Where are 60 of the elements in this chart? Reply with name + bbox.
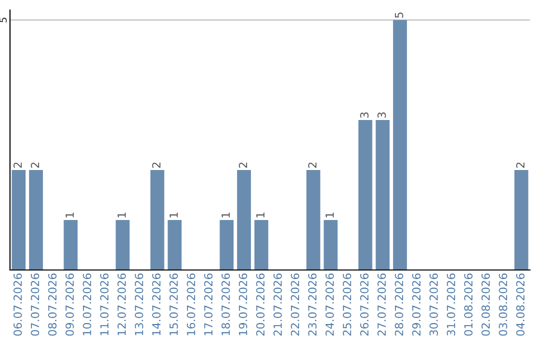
data-label: 1 (326, 212, 334, 218)
x-tick-label: 20.07.2026 (256, 273, 265, 336)
data-label: 5 (394, 12, 404, 18)
x-tick-label: 17.07.2026 (204, 273, 213, 336)
x-tick-label: 04.08.2026 (516, 273, 525, 336)
x-tick-label: 09.07.2026 (65, 273, 74, 336)
bar (306, 170, 320, 270)
bar (514, 170, 528, 270)
data-label: 1 (118, 212, 126, 218)
data-label: 3 (377, 112, 386, 118)
bar (168, 220, 182, 270)
x-tick-label: 29.07.2026 (412, 273, 421, 336)
x-tick-label: 26.07.2026 (360, 273, 369, 336)
bar (237, 170, 251, 270)
x-tick-label: 10.07.2026 (82, 273, 92, 336)
x-tick-label: 03.08.2026 (498, 273, 508, 336)
data-label: 1 (66, 212, 74, 218)
x-tick-label: 31.07.2026 (446, 273, 456, 336)
data-label: 1 (170, 212, 178, 218)
data-label: 2 (238, 162, 248, 168)
data-label: 2 (152, 162, 160, 168)
bar (220, 220, 234, 270)
bar (254, 220, 268, 270)
x-tick-label: 27.07.2026 (377, 273, 386, 336)
bar (116, 220, 130, 270)
x-tick-label: 23.07.2026 (308, 273, 317, 336)
data-label: 2 (13, 162, 22, 168)
x-tick-label: 12.07.2026 (117, 273, 126, 336)
x-tick-label: 01.08.2026 (464, 273, 473, 336)
x-tick-label: 11.07.2026 (100, 273, 109, 336)
data-label: 1 (256, 212, 264, 218)
bar (12, 170, 26, 270)
x-tick-label: 18.07.2026 (221, 273, 230, 336)
data-label: 3 (360, 112, 369, 118)
x-tick-label: 30.07.2026 (429, 273, 438, 336)
x-tick-label: 02.08.2026 (481, 273, 490, 336)
x-tick-label: 25.07.2026 (342, 273, 352, 336)
x-tick-label: 06.07.2026 (13, 273, 22, 336)
x-tick-label: 28.07.2026 (394, 273, 404, 336)
x-tick-label: 07.07.2026 (30, 273, 40, 336)
bar (324, 220, 338, 270)
x-tick-label: 14.07.2026 (152, 273, 161, 336)
x-tick-label: 19.07.2026 (238, 273, 248, 336)
x-tick-label: 22.07.2026 (290, 273, 300, 336)
bar (29, 170, 43, 270)
x-tick-label: 16.07.2026 (186, 273, 196, 336)
x-tick-label: 15.07.2026 (169, 273, 178, 336)
data-label: 2 (516, 162, 524, 168)
bar (358, 120, 372, 270)
data-label: 2 (30, 162, 40, 168)
x-tick-label: 21.07.2026 (273, 273, 282, 336)
bar (376, 120, 390, 270)
bar (150, 170, 164, 270)
data-label: 1 (222, 212, 230, 218)
bar (64, 220, 78, 270)
x-tick-label: 13.07.2026 (134, 273, 144, 336)
data-label: 2 (308, 162, 316, 168)
bar (393, 20, 407, 270)
x-tick-label: 24.07.2026 (325, 273, 334, 336)
x-tick-label: 08.07.2026 (48, 273, 57, 336)
